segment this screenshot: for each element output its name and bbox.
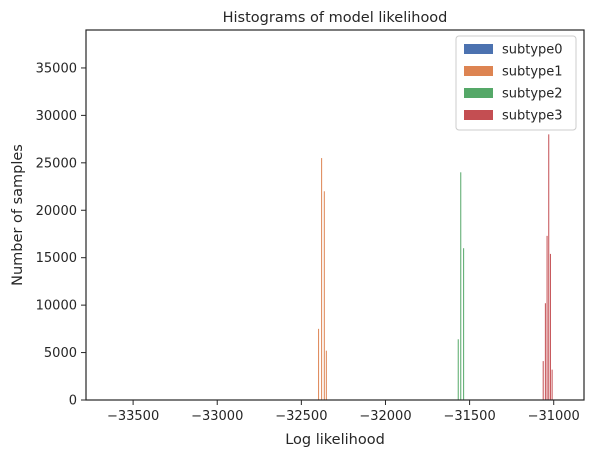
y-tick-label: 30000: [36, 109, 77, 124]
plot-frame: [85, 29, 585, 401]
bar-subtype2-0: [457, 339, 459, 400]
y-axis-ticks: 0 5000 10000 15000 20000 25000 30000 35000: [36, 61, 86, 409]
y-tick-label: 20000: [36, 204, 77, 219]
legend-swatch-subtype2: [464, 88, 493, 98]
legend-label-subtype1: subtype1: [502, 65, 563, 80]
legend-label-subtype2: subtype2: [502, 87, 563, 102]
bar-subtype3-1: [544, 303, 546, 400]
legend: subtype0 subtype1 subtype2 subtype3: [455, 35, 577, 131]
y-tick-label: 0: [69, 394, 77, 409]
x-axis-label: Log likelihood: [285, 432, 385, 448]
bar-subtype1-0: [318, 328, 320, 400]
y-tick-label: 15000: [36, 251, 77, 266]
bar-subtype3-2: [546, 235, 548, 400]
y-tick-label: 10000: [36, 299, 77, 314]
legend-swatch-subtype1: [464, 66, 493, 76]
x-tick-label: −32500: [275, 409, 327, 424]
bar-subtype3-4: [549, 253, 551, 400]
x-tick-label: −33000: [191, 409, 243, 424]
bar-subtype1-2: [323, 191, 325, 400]
bar-subtype3-0: [542, 361, 544, 400]
bar-subtype3-3: [548, 134, 550, 401]
legend-label-subtype0: subtype0: [502, 43, 563, 58]
bar-subtype3-5: [551, 369, 553, 400]
y-tick-label: 5000: [44, 346, 77, 361]
x-tick-label: −33500: [107, 409, 159, 424]
y-tick-label: 35000: [36, 61, 77, 76]
bar-subtype1-3: [325, 350, 327, 400]
legend-label-subtype3: subtype3: [502, 109, 563, 124]
histogram-bars: [318, 134, 553, 401]
legend-box: [455, 35, 577, 131]
x-tick-label: −32000: [359, 409, 411, 424]
bar-subtype2-2: [463, 248, 465, 400]
chart-title: Histograms of model likelihood: [223, 10, 448, 26]
y-axis-label: Number of samples: [10, 144, 26, 286]
x-tick-label: −31000: [528, 409, 580, 424]
bar-subtype1-1: [321, 158, 323, 400]
x-axis-ticks: −33500 −33000 −32500 −32000 −31500 −31000: [107, 400, 580, 424]
x-tick-label: −31500: [443, 409, 495, 424]
legend-swatch-subtype0: [464, 44, 493, 54]
bar-subtype2-1: [460, 172, 462, 400]
y-tick-label: 25000: [36, 156, 77, 171]
legend-swatch-subtype3: [464, 110, 493, 120]
